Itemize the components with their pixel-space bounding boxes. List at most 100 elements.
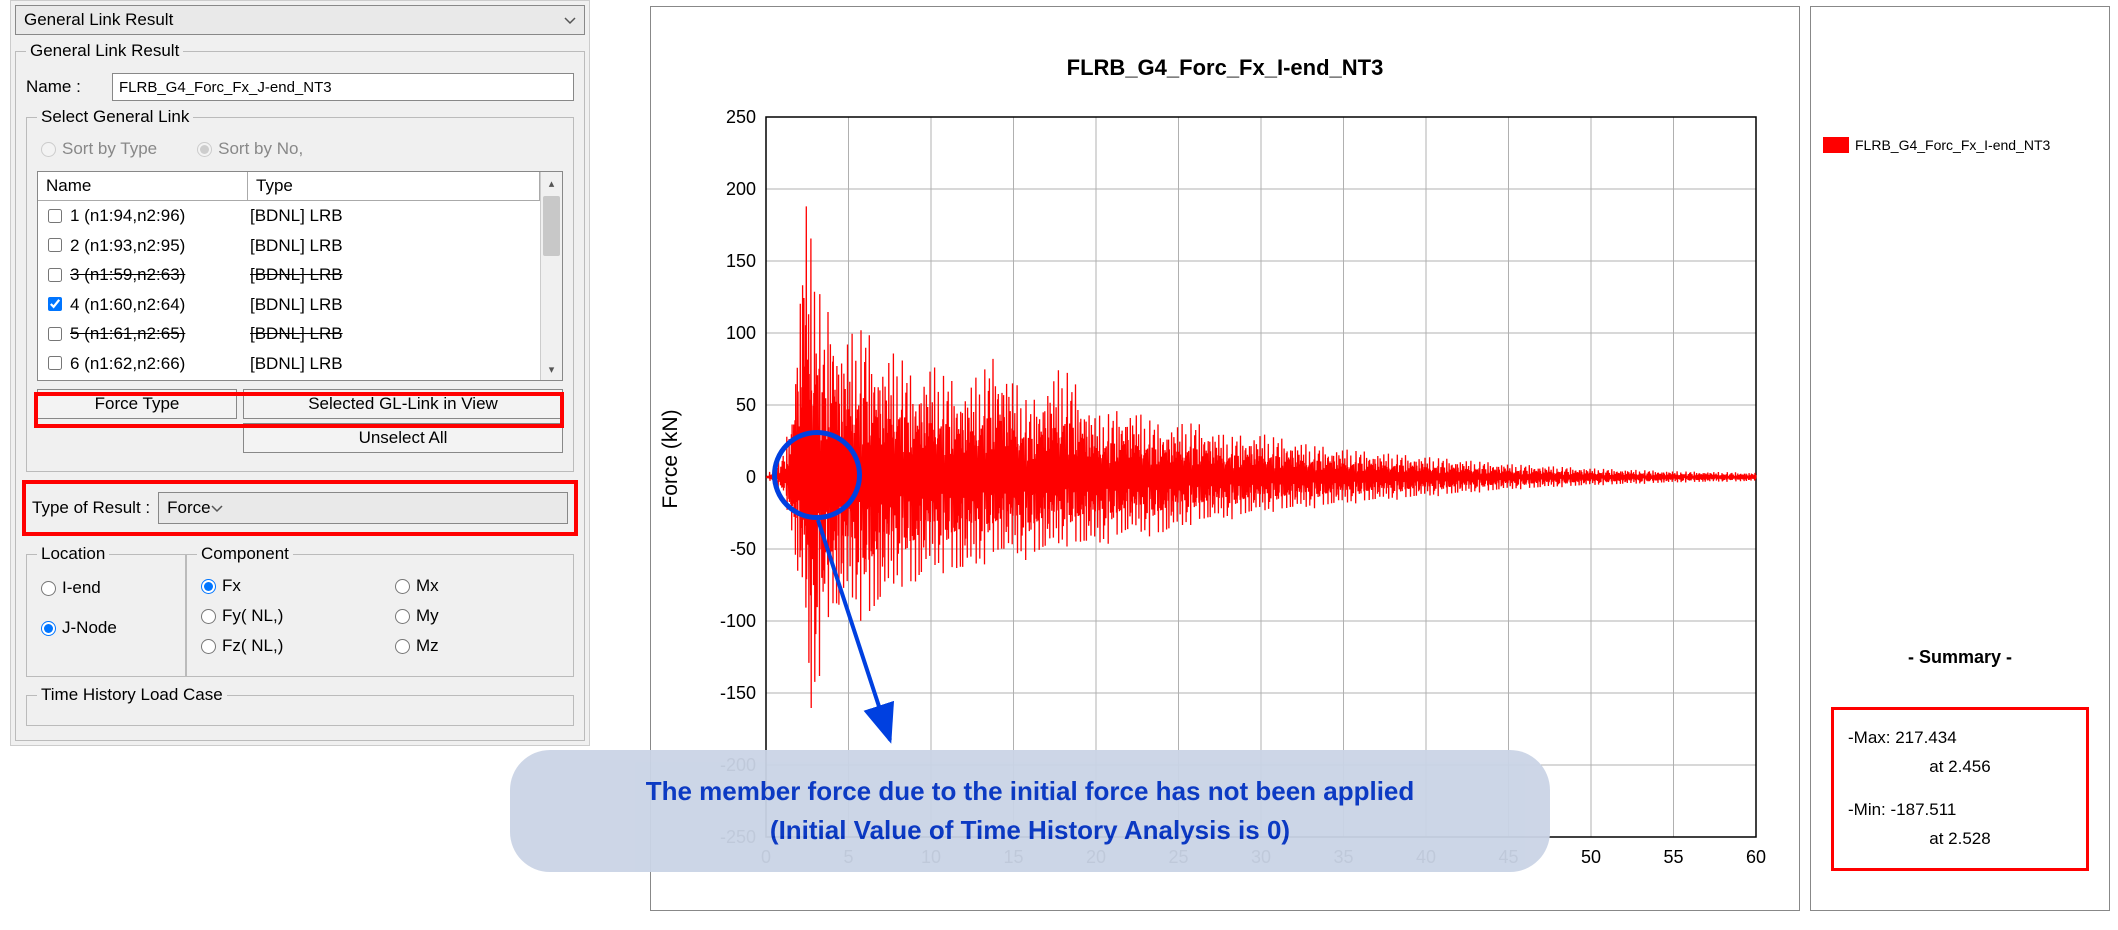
list-scrollbar[interactable]: ▴ ▾ (540, 172, 562, 380)
row-checkbox[interactable] (46, 238, 64, 252)
summary-min-at: at 2.528 (1848, 825, 2072, 854)
scroll-down-icon[interactable]: ▾ (541, 358, 562, 380)
type-result-select[interactable]: Force (158, 492, 568, 524)
selected-gl-view-button[interactable]: Selected GL-Link in View (243, 389, 563, 419)
component-group: Component Fx Mx Fy( NL,) My Fz( NL,) Mz (186, 544, 574, 677)
sort-by-no-radio: Sort by No, (197, 139, 303, 159)
svg-text:50: 50 (736, 395, 756, 415)
row-name: 4 (n1:60,n2:64) (70, 292, 250, 318)
col-header-name[interactable]: Name (38, 172, 248, 200)
mz-radio[interactable]: Mz (395, 636, 559, 656)
summary-max: -Max: 217.434 (1848, 724, 2072, 753)
svg-text:150: 150 (726, 251, 756, 271)
force-type-button[interactable]: Force Type (37, 389, 237, 419)
fx-label: Fx (222, 576, 241, 596)
list-body: 1 (n1:94,n2:96)[BDNL] LRB2 (n1:93,n2:95)… (38, 201, 562, 379)
select-general-link-group: Select General Link Sort by Type Sort by… (26, 107, 574, 472)
link-listbox[interactable]: Name Type 1 (n1:94,n2:96)[BDNL] LRB2 (n1… (37, 171, 563, 381)
annotation-circle (772, 430, 862, 520)
row-type: [BDNL] LRB (250, 203, 554, 229)
list-row[interactable]: 6 (n1:62,n2:66)[BDNL] LRB (38, 349, 562, 379)
list-row[interactable]: 2 (n1:93,n2:95)[BDNL] LRB (38, 231, 562, 261)
name-label: Name : (26, 77, 106, 97)
row-checkbox[interactable] (46, 268, 64, 282)
mz-label: Mz (416, 636, 439, 656)
summary-box: -Max: 217.434 at 2.456 -Min: -187.511 at… (1831, 707, 2089, 871)
iend-radio[interactable]: I-end (41, 578, 171, 598)
result-type-select-label: General Link Result (24, 10, 173, 30)
result-type-select[interactable]: General Link Result (15, 5, 585, 35)
mx-radio[interactable]: Mx (395, 576, 559, 596)
row-type: [BDNL] LRB (250, 233, 554, 259)
time-history-group: Time History Load Case (26, 685, 574, 726)
annotation-line2: (Initial Value of Time History Analysis … (560, 811, 1500, 850)
iend-label: I-end (62, 578, 101, 598)
my-label: My (416, 606, 439, 626)
list-row[interactable]: 3 (n1:59,n2:63)[BDNL] LRB (38, 260, 562, 290)
legend-swatch (1823, 137, 1849, 153)
col-header-type[interactable]: Type (248, 172, 540, 200)
jnode-label: J-Node (62, 618, 117, 638)
chevron-down-icon (211, 498, 223, 518)
row-checkbox[interactable] (46, 356, 64, 370)
svg-text:100: 100 (726, 323, 756, 343)
list-row[interactable]: 1 (n1:94,n2:96)[BDNL] LRB (38, 201, 562, 231)
row-type: [BDNL] LRB (250, 292, 554, 318)
svg-text:250: 250 (726, 107, 756, 127)
svg-text:0: 0 (746, 467, 756, 487)
chart-title: FLRB_G4_Forc_Fx_I-end_NT3 (651, 55, 1799, 81)
list-header: Name Type (38, 172, 562, 201)
row-name: 5 (n1:61,n2:65) (70, 321, 250, 347)
fy-radio[interactable]: Fy( NL,) (201, 606, 365, 626)
type-result-value: Force (167, 498, 210, 518)
component-legend: Component (197, 544, 293, 564)
annotation-line1: The member force due to the initial forc… (560, 772, 1500, 811)
mx-label: Mx (416, 576, 439, 596)
type-of-result-row: Type of Result : Force (26, 484, 574, 532)
my-radio[interactable]: My (395, 606, 559, 626)
list-row[interactable]: 5 (n1:61,n2:65)[BDNL] LRB (38, 319, 562, 349)
svg-text:50: 50 (1581, 847, 1601, 867)
group-legend: General Link Result (26, 41, 183, 61)
row-checkbox[interactable] (46, 327, 64, 341)
svg-text:-150: -150 (720, 683, 756, 703)
unselect-all-button[interactable]: Unselect All (243, 423, 563, 453)
row-name: 1 (n1:94,n2:96) (70, 203, 250, 229)
jnode-radio[interactable]: J-Node (41, 618, 171, 638)
annotation-callout: The member force due to the initial forc… (510, 750, 1550, 872)
svg-text:55: 55 (1663, 847, 1683, 867)
row-name: 2 (n1:93,n2:95) (70, 233, 250, 259)
select-link-legend: Select General Link (37, 107, 193, 127)
chevron-down-icon (564, 10, 576, 30)
svg-text:-50: -50 (730, 539, 756, 559)
name-input[interactable] (112, 73, 574, 101)
type-result-label: Type of Result : (32, 498, 150, 518)
general-link-result-group: General Link Result Name : Select Genera… (15, 41, 585, 741)
fz-radio[interactable]: Fz( NL,) (201, 636, 365, 656)
location-group: Location I-end J-Node (26, 544, 186, 677)
row-name: 3 (n1:59,n2:63) (70, 262, 250, 288)
sort-no-label: Sort by No, (218, 139, 303, 159)
sort-by-type-radio: Sort by Type (41, 139, 157, 159)
sort-type-label: Sort by Type (62, 139, 157, 159)
scroll-thumb[interactable] (543, 196, 560, 256)
legend-summary-panel: FLRB_G4_Forc_Fx_I-end_NT3 - Summary - -M… (1810, 6, 2110, 911)
row-name: 6 (n1:62,n2:66) (70, 351, 250, 377)
legend-item: FLRB_G4_Forc_Fx_I-end_NT3 (1823, 137, 2050, 153)
fy-label: Fy( NL,) (222, 606, 283, 626)
fx-radio[interactable]: Fx (201, 576, 365, 596)
summary-title: - Summary - (1811, 647, 2109, 668)
row-checkbox[interactable] (46, 297, 64, 311)
row-type: [BDNL] LRB (250, 321, 554, 347)
row-type: [BDNL] LRB (250, 262, 554, 288)
list-row[interactable]: 4 (n1:60,n2:64)[BDNL] LRB (38, 290, 562, 320)
svg-text:200: 200 (726, 179, 756, 199)
th-legend: Time History Load Case (37, 685, 227, 705)
row-checkbox[interactable] (46, 209, 64, 223)
left-panel: General Link Result General Link Result … (10, 0, 590, 746)
scroll-up-icon[interactable]: ▴ (541, 172, 562, 194)
fz-label: Fz( NL,) (222, 636, 283, 656)
location-legend: Location (37, 544, 109, 564)
chart-ylabel: Force (kN) (659, 409, 683, 508)
svg-text:-100: -100 (720, 611, 756, 631)
